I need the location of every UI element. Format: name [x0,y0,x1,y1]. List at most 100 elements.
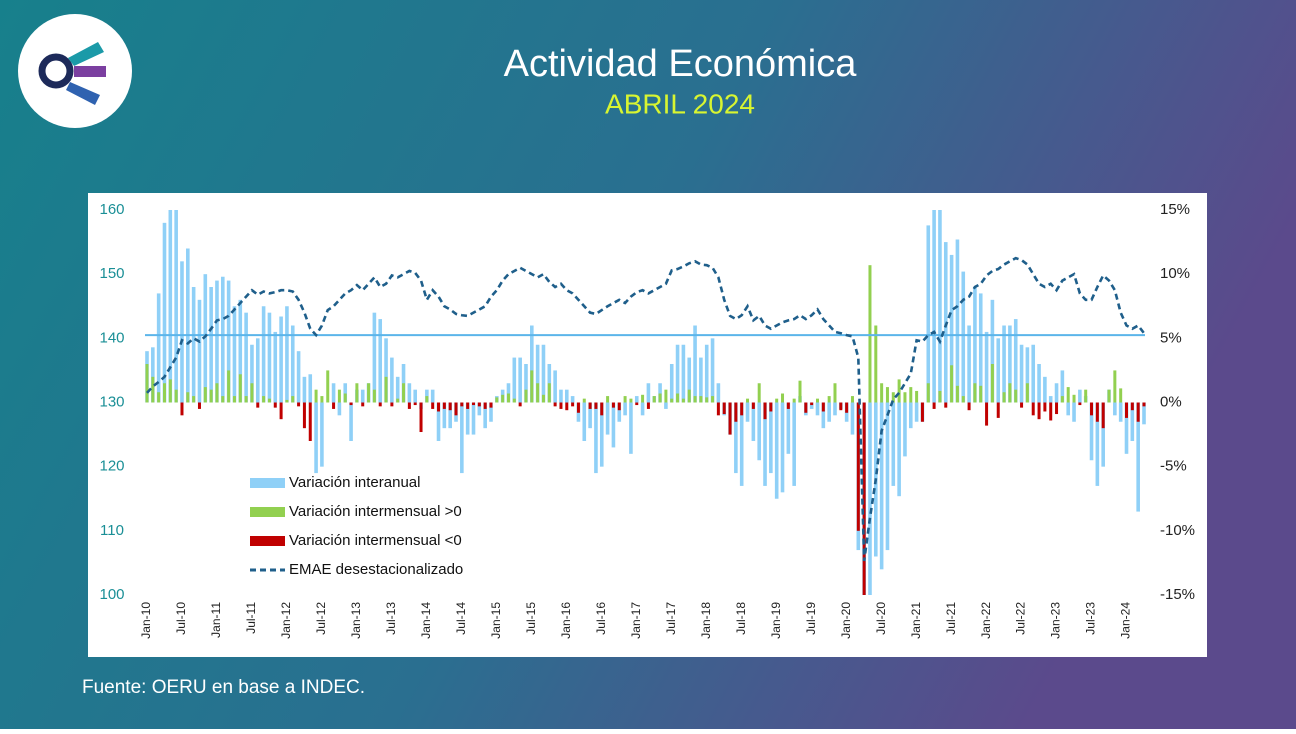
bar [839,402,843,411]
bar [524,389,528,403]
bar [372,389,376,403]
bar [611,402,616,448]
bar [739,402,744,486]
bar [1095,402,1099,422]
bar [629,398,633,403]
bar [1025,383,1029,403]
bar [903,402,907,457]
bar [535,344,540,403]
bar [786,402,791,454]
bar [186,248,190,403]
plot [145,210,1146,595]
bar [1130,402,1135,441]
bar [501,394,505,403]
bar [1095,402,1100,486]
bar [617,402,621,411]
bar [390,402,394,407]
bar [168,210,173,403]
bar [436,402,441,441]
bar [413,389,417,403]
legend-swatch [250,507,285,517]
bar [1078,389,1082,403]
bar [197,299,202,403]
bar [938,210,942,403]
bar [979,385,983,403]
bar [1142,402,1146,407]
bar [623,402,627,416]
bar [664,402,668,409]
bar [1118,402,1123,422]
bar [448,402,452,411]
bar [594,402,598,474]
bar [489,402,493,422]
bar [926,225,931,403]
bar [582,398,586,403]
bar [1072,394,1076,403]
bar [518,357,522,403]
bar [448,402,452,429]
bar [792,398,796,403]
bar [664,389,668,403]
bar [920,402,924,422]
x-tick-label: Jan-17 [629,602,643,639]
bar [174,210,178,403]
bar [337,402,342,416]
bar [711,396,715,403]
bar [489,402,493,408]
bar [658,393,662,403]
y2-tick-label: 0% [1160,393,1182,410]
bar [827,402,831,422]
bar [845,402,849,413]
bar [244,396,248,403]
bar [314,389,318,403]
legend-swatch [250,478,285,488]
bar [611,402,615,408]
bar [232,306,237,403]
bar [471,402,476,435]
bar [1031,344,1036,403]
bar [891,392,895,403]
bar [290,325,295,403]
bar [565,402,569,411]
x-tick-label: Jul-21 [944,602,958,635]
bar [168,379,172,403]
bar [669,364,674,403]
bar [745,402,750,422]
bar [262,396,266,403]
bar [693,396,697,403]
bar [442,402,446,409]
line [146,256,1146,562]
bar [285,399,289,403]
bar [255,338,260,403]
y2-tick-label: -10% [1160,522,1195,539]
bar [320,402,324,467]
bar [413,402,417,406]
x-tick-label: Jul-11 [244,602,258,634]
bar [238,374,242,403]
bar [209,389,213,403]
bar [798,380,802,403]
bar [944,402,948,408]
logo [18,14,132,128]
bar [850,396,854,403]
bar [985,402,989,426]
bar [145,364,149,403]
bar [850,402,855,435]
bar [757,402,761,461]
bar [466,402,470,409]
bar [897,379,901,403]
y-tick-label: 110 [100,522,124,539]
bar [308,402,312,441]
bar [332,402,336,409]
bar [646,402,650,409]
bar [967,402,971,411]
bar [605,402,610,435]
bar [180,261,184,403]
bar [238,299,243,403]
bar [530,370,534,403]
x-tick-label: Jul-19 [804,602,818,635]
bar [996,402,1000,418]
bar [588,402,592,409]
bar [442,402,447,429]
